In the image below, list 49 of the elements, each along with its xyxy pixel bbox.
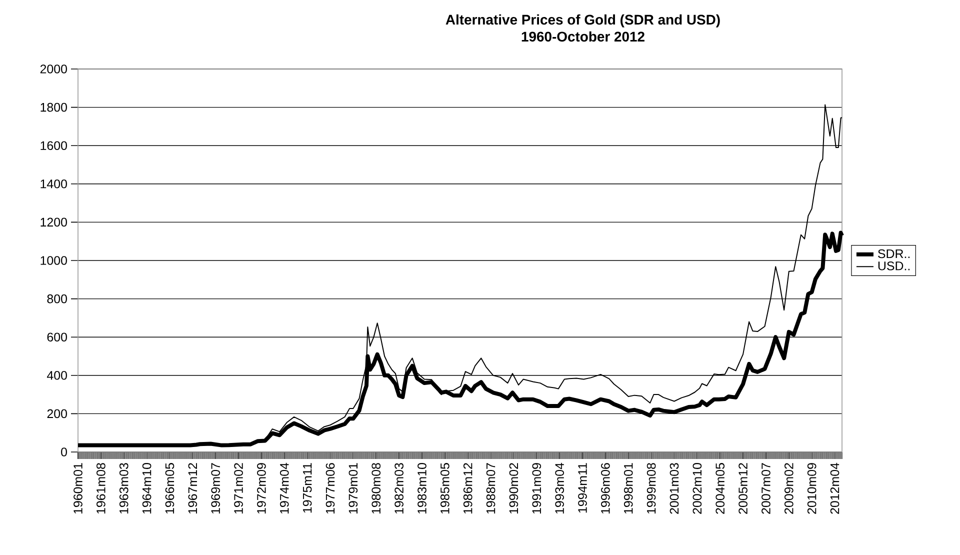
x-tick-label: 1998m01	[624, 463, 633, 514]
x-tick-label: 1969m07	[211, 463, 220, 514]
x-tick-label: 1986m12	[463, 463, 472, 514]
y-tick-label: 800	[47, 294, 67, 304]
x-tick-label: 1961m08	[96, 463, 106, 514]
y-tick-label: 200	[47, 409, 67, 418]
legend-label: USD..	[878, 261, 910, 270]
x-tick-label: 1980m08	[372, 463, 381, 514]
y-tick-label: 1400	[40, 179, 67, 188]
y-tick-label: 600	[47, 332, 67, 342]
x-tick-label: 2010m09	[807, 463, 816, 514]
x-tick-label: 1994m11	[578, 463, 587, 513]
y-tick-label: 2000	[40, 64, 67, 74]
x-tick-label: 1960m01	[74, 463, 82, 514]
x-tick-label: 1982m03	[394, 463, 404, 514]
y-tick-label: 1600	[40, 141, 67, 150]
x-tick-label: 1963m03	[119, 463, 128, 514]
x-tick-label: 1983m10	[418, 463, 426, 514]
y-tick-label: 1800	[40, 102, 67, 112]
x-tick-label: 1975m11	[302, 463, 312, 513]
x-tick-label: 2012m04	[830, 462, 840, 514]
x-tick-label: 1991m09	[532, 463, 542, 514]
x-tick-label: 2002m10	[692, 463, 702, 514]
x-tick-label: 1966m05	[165, 463, 174, 514]
x-tick-label: 2001m03	[670, 463, 679, 514]
chart-subtitle: 1960-October 2012	[522, 31, 644, 42]
x-tick-label: 1964m10	[142, 463, 152, 514]
x-tick-label: 1977m06	[326, 463, 335, 514]
x-tick-label: 2007m07	[762, 463, 770, 514]
y-tick-label: 1000	[40, 256, 67, 265]
x-tick-label: 1985m05	[440, 463, 450, 514]
x-tick-label: 1967m12	[188, 463, 198, 514]
x-tick-label: 1999m08	[646, 463, 656, 514]
y-tick-label: 1200	[40, 218, 67, 227]
x-tick-label: 1990m02	[509, 463, 518, 514]
x-tick-label: 1974m04	[280, 462, 289, 514]
x-tick-label: 1972m09	[257, 463, 266, 514]
x-tick-label: 2005m12	[738, 463, 748, 514]
x-tick-label: 1996m06	[601, 463, 610, 514]
y-tick-label: 0	[61, 448, 67, 456]
legend-label: SDR..	[878, 249, 910, 258]
x-tick-label: 1971m02	[234, 463, 243, 514]
x-tick-label: 1988m07	[486, 463, 496, 514]
chart-title: Alternative Prices of Gold (SDR and USD)	[446, 14, 720, 28]
x-tick-label: 2004m05	[716, 463, 725, 514]
x-tick-label: 1993m04	[555, 462, 564, 514]
x-tick-label: 1979m01	[348, 463, 358, 514]
y-tick-label: 400	[46, 370, 67, 380]
x-tick-label: 2009m02	[784, 463, 794, 514]
